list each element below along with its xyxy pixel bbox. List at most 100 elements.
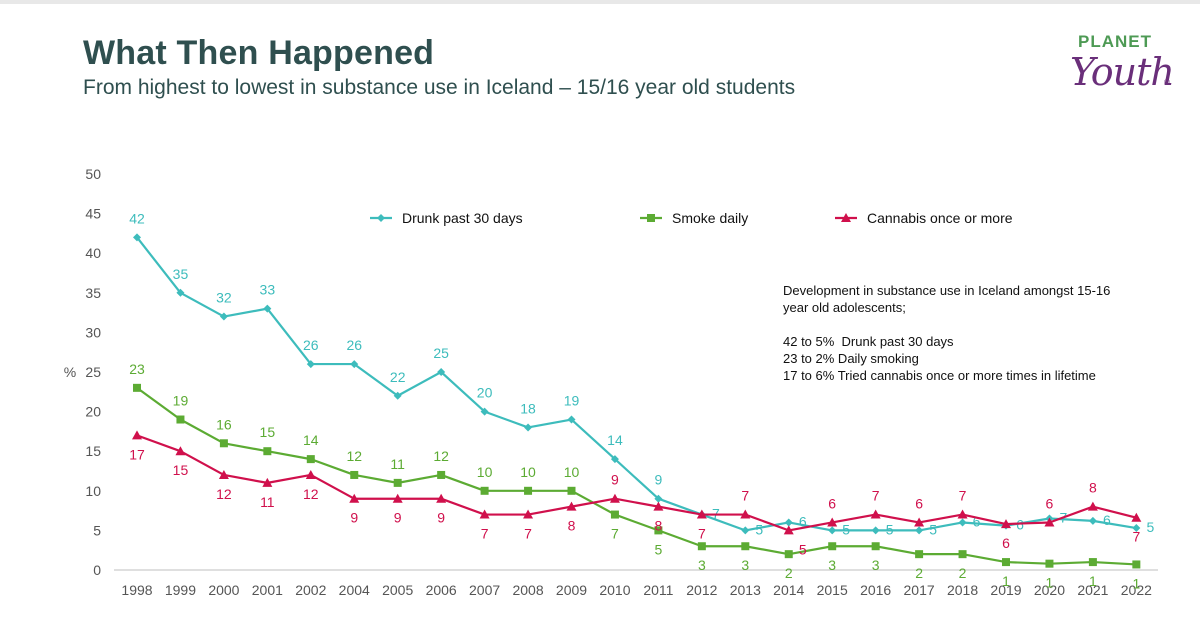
data-point [437,368,446,376]
data-label: 5 [755,521,763,537]
data-label: 23 [129,361,145,377]
data-label: 10 [564,464,580,480]
data-point [393,391,402,400]
data-point [697,542,706,551]
data-label: 3 [872,557,880,573]
data-point [176,415,185,424]
data-label: 6 [799,513,807,529]
data-label: 11 [390,456,405,472]
data-point [740,509,751,519]
data-point [350,470,359,479]
data-point [480,486,489,495]
data-label: 8 [568,518,576,534]
data-point [914,517,925,527]
legend-label: Drunk past 30 days [402,210,523,226]
data-label: 17 [129,446,145,462]
planet-youth-logo: PLANET Youth ® [1066,30,1176,102]
data-label: 1 [1002,573,1010,589]
page-title: What Then Happened [83,34,435,72]
data-label: 26 [303,337,319,353]
x-tick-label: 1999 [165,582,196,598]
data-label: 7 [611,526,619,542]
data-label: 1 [1046,575,1054,591]
x-tick-label: 2004 [339,582,370,598]
data-point [783,525,794,535]
data-label: 5 [655,541,663,557]
series-line [136,434,1137,532]
data-point [567,486,576,495]
y-tick-label: 25 [85,364,101,380]
data-label: 5 [1146,519,1154,535]
data-point [567,415,576,424]
data-point [524,486,533,495]
data-point [1002,558,1010,567]
data-point [524,423,533,432]
data-label: 1 [1132,575,1140,591]
data-point [566,501,577,511]
data-point [176,288,185,297]
data-label: 6 [828,495,836,511]
data-label: 10 [520,464,536,480]
annotation-line-5: 17 to 6% Tried cannabis once or more tim… [783,368,1096,383]
data-point [696,509,707,519]
data-label: 3 [741,557,749,573]
legend-label: Cannabis once or more [867,210,1013,226]
data-point [1132,560,1141,569]
data-label: 5 [929,521,937,537]
data-point [436,493,447,503]
x-tick-label: 2012 [686,582,717,598]
legend-marker [377,214,385,222]
x-tick-label: 2009 [556,582,587,598]
data-label: 6 [1046,495,1054,511]
data-point [609,493,620,503]
data-point [784,550,793,559]
series-line [136,236,1137,532]
data-point [828,542,837,551]
data-point [262,477,273,487]
page-subtitle: From highest to lowest in substance use … [83,76,796,99]
annotation-spacer [783,316,1143,333]
data-label: 7 [698,526,706,542]
y-tick-label: 15 [85,443,101,459]
data-label: 5 [886,521,894,537]
data-point [828,526,837,535]
x-tick-label: 2000 [208,582,239,598]
x-tick-label: 1998 [121,582,152,598]
x-tick-label: 2016 [860,582,891,598]
data-label: 15 [173,462,189,478]
data-label: 11 [260,494,275,510]
data-label: 6 [973,513,981,529]
x-tick-label: 2005 [382,582,413,598]
data-point [958,550,967,559]
x-tick-label: 2011 [643,582,673,598]
data-label: 26 [346,337,362,353]
data-point [349,493,360,503]
data-label: 3 [698,557,706,573]
x-tick-label: 2006 [426,582,457,598]
data-point [306,360,315,369]
data-label: 6 [1103,512,1111,528]
data-label: 22 [390,369,406,385]
data-label: 12 [346,448,362,464]
data-point [350,360,359,369]
x-tick-label: 2019 [990,582,1021,598]
data-label: 2 [959,565,967,581]
y-tick-label: 30 [85,324,101,340]
x-tick-label: 2001 [252,582,283,598]
x-tick-label: 2007 [469,582,500,598]
data-label: 42 [129,210,145,226]
data-point [1001,519,1011,529]
data-point [741,542,750,551]
y-tick-label: 40 [85,245,101,261]
data-point [218,469,229,479]
data-point [479,509,490,519]
x-tick-label: 2022 [1121,582,1152,598]
data-point [870,509,881,519]
data-label: 7 [741,488,749,504]
data-point [306,455,315,464]
data-point [871,542,880,551]
data-point [784,518,793,527]
y-tick-label: 35 [85,285,101,301]
data-label: 20 [477,385,493,401]
data-label: 33 [260,282,276,298]
